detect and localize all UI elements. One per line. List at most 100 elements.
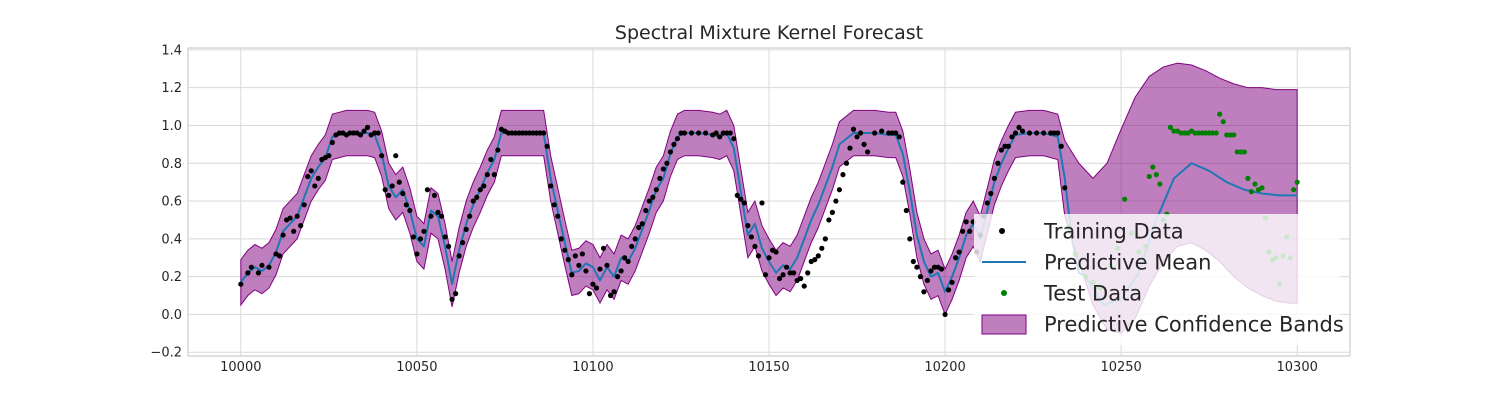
training-point: [653, 187, 659, 193]
training-point: [745, 223, 751, 229]
test-point: [1259, 185, 1265, 191]
training-point: [643, 207, 649, 214]
test-point: [1245, 175, 1251, 181]
training-point: [924, 277, 931, 284]
training-point: [646, 198, 652, 204]
training-point: [713, 130, 719, 136]
training-point: [453, 291, 459, 297]
training-point: [569, 272, 575, 278]
training-point: [776, 275, 783, 282]
training-point: [294, 213, 300, 219]
test-point: [1248, 189, 1255, 195]
training-point: [857, 130, 864, 136]
training-point: [819, 245, 825, 251]
training-point: [650, 194, 656, 200]
training-point: [456, 253, 462, 259]
training-point: [400, 190, 406, 197]
training-point: [1026, 130, 1033, 136]
test-point: [1122, 196, 1128, 202]
training-point: [414, 251, 420, 257]
training-point: [312, 183, 318, 189]
y-tick-label: 0.2: [161, 270, 182, 285]
training-point: [431, 192, 438, 198]
training-point: [424, 187, 431, 193]
training-point: [843, 160, 850, 166]
training-point: [442, 234, 448, 240]
x-tick-label: 10100: [572, 360, 613, 375]
test-point: [1213, 130, 1219, 136]
training-point: [910, 258, 916, 265]
legend: Training Data Predictive Mean Test Data …: [974, 214, 1344, 345]
training-point: [607, 292, 614, 299]
y-tick-label: −0.2: [150, 346, 182, 361]
training-point: [484, 172, 490, 178]
training-point: [491, 172, 497, 178]
training-point: [829, 209, 835, 215]
training-point: [956, 249, 962, 255]
test-point: [1167, 124, 1174, 130]
training-point: [734, 192, 740, 198]
training-point: [703, 130, 709, 136]
x-tick-label: 10050: [396, 360, 437, 375]
training-point: [329, 139, 335, 146]
training-point: [558, 236, 564, 242]
training-point: [938, 266, 945, 272]
training-point: [854, 134, 860, 140]
training-point: [495, 147, 501, 153]
training-point: [879, 128, 885, 134]
training-point: [618, 268, 624, 274]
training-point: [382, 187, 388, 193]
training-point: [463, 226, 469, 232]
training-point: [315, 175, 321, 181]
training-point: [727, 130, 733, 136]
training-point: [600, 245, 607, 251]
training-point: [445, 243, 452, 249]
training-point: [583, 268, 589, 274]
training-point: [984, 200, 990, 206]
training-point: [731, 136, 737, 142]
training-point: [438, 213, 445, 219]
training-point: [780, 272, 786, 278]
training-point: [622, 255, 628, 261]
x-tick-label: 10250: [1100, 360, 1141, 375]
training-point: [928, 268, 934, 274]
training-point: [1016, 124, 1022, 130]
training-point: [664, 160, 670, 166]
training-point: [762, 272, 769, 278]
training-point: [597, 266, 603, 272]
training-point: [998, 147, 1005, 153]
training-point: [544, 143, 550, 149]
training-point: [988, 190, 994, 197]
training-point: [1009, 134, 1015, 140]
training-point: [1062, 185, 1068, 191]
training-point: [572, 253, 578, 259]
legend-label-test-data: Test Data: [1043, 282, 1142, 306]
test-point: [1231, 132, 1237, 138]
training-point: [773, 249, 779, 255]
training-point: [674, 136, 681, 142]
training-point: [548, 183, 554, 189]
training-point: [896, 134, 902, 140]
training-point: [632, 236, 638, 242]
training-point: [248, 264, 254, 270]
training-point: [752, 243, 758, 249]
training-point: [907, 236, 913, 242]
training-point: [308, 168, 314, 174]
training-point: [850, 126, 857, 132]
axis-ticks: 10000 10050 10100 10150 10200 10250 10300 −0.2 0…: [150, 43, 1317, 375]
training-point: [717, 134, 723, 140]
training-point: [562, 247, 568, 253]
legend-marker-test-data: [1001, 290, 1007, 296]
training-point: [565, 257, 571, 263]
training-point: [900, 179, 906, 185]
training-point: [386, 192, 392, 198]
test-point: [1217, 111, 1223, 117]
training-point: [407, 207, 413, 214]
training-point: [276, 253, 283, 259]
training-point: [738, 196, 744, 202]
training-point: [389, 183, 395, 189]
training-point: [266, 264, 272, 270]
training-point: [435, 209, 441, 215]
training-point: [953, 255, 959, 261]
